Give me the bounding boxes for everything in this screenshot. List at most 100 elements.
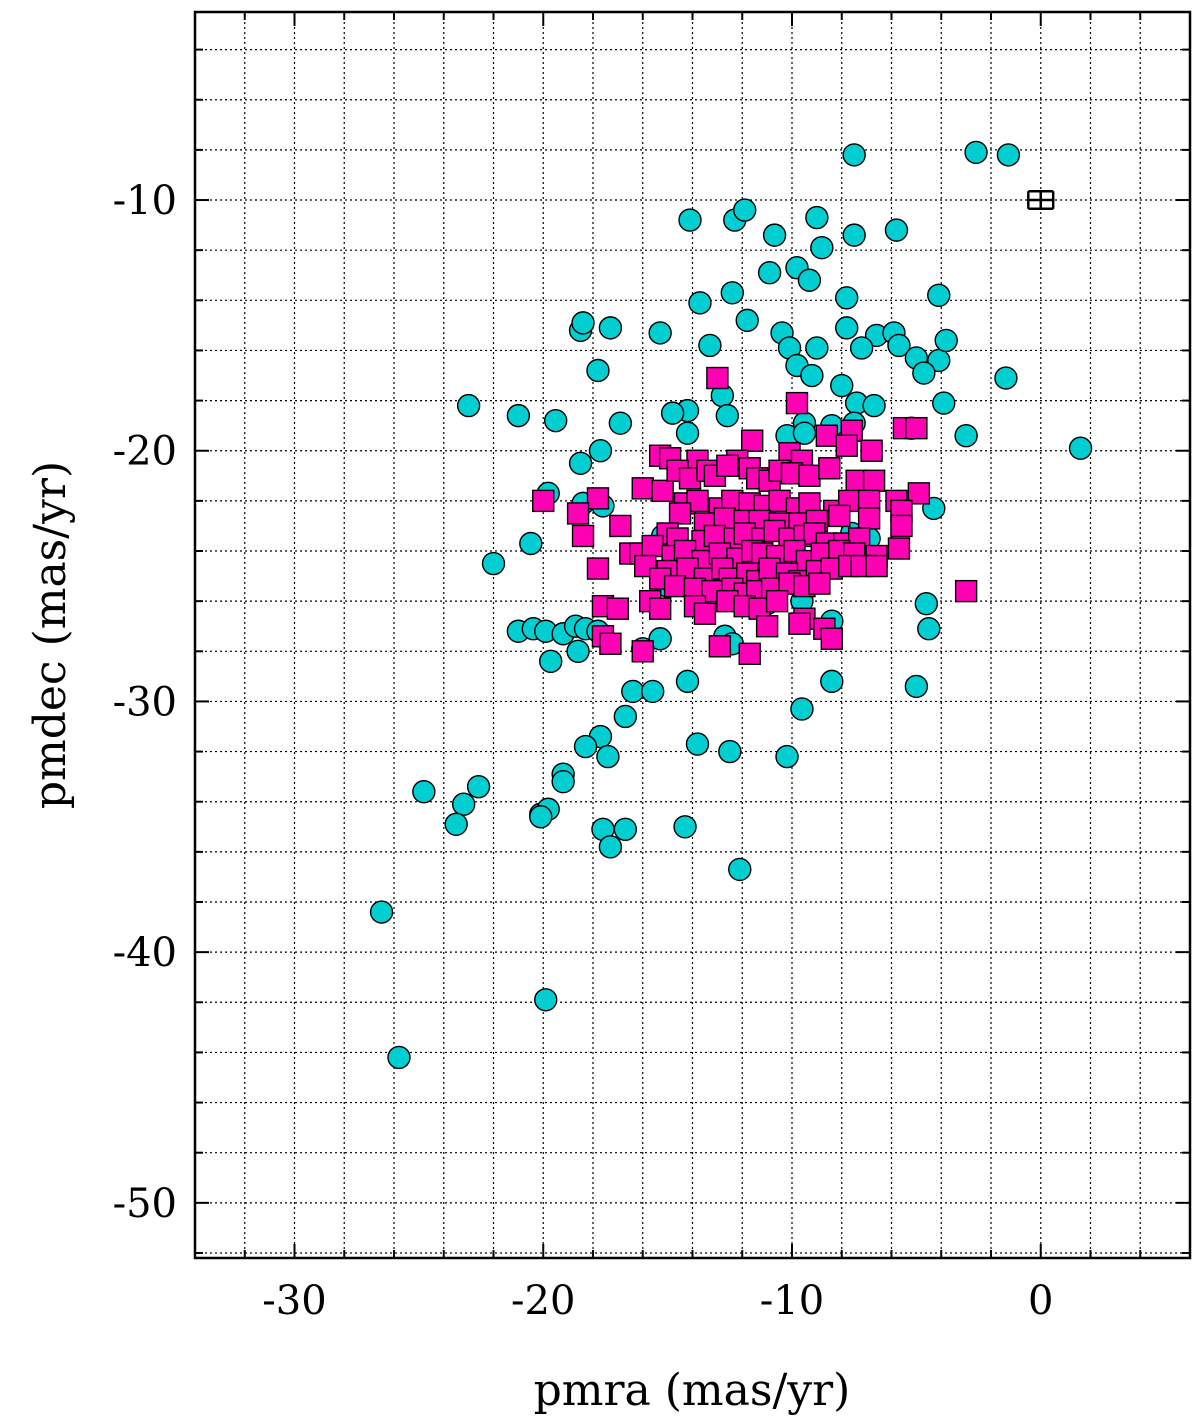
data-point-circle xyxy=(543,408,568,433)
data-point-circle xyxy=(996,143,1021,167)
data-point-circle xyxy=(934,328,958,353)
axis-ticks xyxy=(194,12,1191,1258)
y-axis-label: pmdec (mas/yr) xyxy=(25,461,76,809)
data-point-circle xyxy=(805,336,829,360)
data-point-circle xyxy=(917,617,941,641)
data-point-square xyxy=(641,534,664,558)
data-point-square xyxy=(808,572,831,595)
data-point-square xyxy=(693,602,717,625)
data-point-circle xyxy=(369,900,394,924)
data-point-square xyxy=(785,391,809,415)
data-point-circle xyxy=(884,218,909,242)
data-point-circle xyxy=(675,669,700,694)
data-point-circle xyxy=(733,198,757,222)
data-point-circle xyxy=(588,439,613,463)
grid xyxy=(194,12,1191,1258)
data-point-square xyxy=(706,366,729,390)
data-point-circle xyxy=(775,744,799,769)
data-point-circle xyxy=(387,1045,411,1070)
y-tick-label: -40 xyxy=(113,930,177,976)
data-point-square xyxy=(668,502,692,525)
data-point-square xyxy=(586,557,610,580)
data-point-circle xyxy=(914,591,939,616)
data-point-circle xyxy=(621,679,645,704)
data-point-circle xyxy=(887,333,911,358)
data-point-square xyxy=(741,429,764,452)
data-point-circle xyxy=(927,348,951,373)
data-point-circle xyxy=(842,223,866,247)
data-point-circle xyxy=(932,391,956,415)
data-point-square xyxy=(798,464,821,488)
data-point-circle xyxy=(641,679,665,704)
data-point-circle xyxy=(904,674,929,699)
data-point-square xyxy=(609,514,632,538)
data-point-square xyxy=(820,627,843,650)
plot-frame xyxy=(193,10,1192,1260)
x-tick-label: -10 xyxy=(760,1278,824,1324)
data-point-circle xyxy=(568,451,593,475)
data-point-square xyxy=(907,482,931,505)
data-point-square xyxy=(716,454,739,477)
data-point-circle xyxy=(805,205,829,230)
data-point-circle xyxy=(613,817,638,841)
data-point-circle xyxy=(698,333,722,358)
data-point-circle xyxy=(539,649,563,674)
data-point-circle xyxy=(466,774,491,799)
data-point-circle xyxy=(648,321,672,345)
data-point-circle xyxy=(1068,436,1093,460)
data-point-circle xyxy=(586,358,610,383)
data-point-circle xyxy=(598,835,623,859)
data-point-square xyxy=(631,640,654,663)
data-point-circle xyxy=(835,286,859,310)
data-point-square xyxy=(738,642,761,666)
data-point-circle xyxy=(481,551,506,576)
data-point-square xyxy=(954,579,978,603)
data-point-circle xyxy=(456,393,481,418)
data-point-circle xyxy=(912,361,936,385)
data-point-circle xyxy=(660,401,685,425)
data-point-circle xyxy=(598,316,623,340)
data-point-square xyxy=(828,504,851,528)
data-point-circle xyxy=(954,423,978,448)
data-point-square xyxy=(865,554,888,578)
data-point-circle xyxy=(685,732,710,756)
y-tick-label: -30 xyxy=(113,679,177,725)
y-tick-label: -10 xyxy=(113,178,177,224)
data-point-square xyxy=(571,524,595,548)
data-point-circle xyxy=(534,988,558,1012)
data-point-circle xyxy=(797,268,822,292)
data-point-circle xyxy=(718,739,742,764)
data-point-circle xyxy=(762,223,787,247)
data-point-circle xyxy=(571,311,595,335)
tick-labels: -30 -20 -10 0 -50 -40 -30 -20 -10 xyxy=(113,178,1054,1324)
data-point-circle xyxy=(412,779,436,804)
data-point-circle xyxy=(715,403,740,428)
data-point-square xyxy=(818,457,841,480)
data-point-square xyxy=(648,597,672,620)
x-tick-label: 0 xyxy=(1028,1278,1053,1324)
data-point-circle xyxy=(820,669,844,694)
data-point-circle xyxy=(735,308,759,333)
data-point-circle xyxy=(613,704,638,729)
data-point-circle xyxy=(800,363,824,388)
data-point-circle xyxy=(927,283,951,307)
data-point-square xyxy=(835,434,858,457)
data-point-circle xyxy=(675,421,700,445)
data-point-circle xyxy=(964,140,988,165)
data-point-square xyxy=(755,615,779,638)
data-point-square xyxy=(532,489,555,513)
data-points xyxy=(369,140,1093,1070)
data-point-circle xyxy=(596,744,620,769)
y-tick-label: -50 xyxy=(113,1181,177,1227)
data-point-circle xyxy=(757,261,782,285)
data-point-circle xyxy=(790,697,814,721)
data-point-circle xyxy=(608,411,633,435)
data-point-circle xyxy=(678,208,702,232)
data-point-circle xyxy=(994,366,1018,390)
data-point-square xyxy=(586,487,610,510)
x-axis-label: pmra (mas/yr) xyxy=(534,1365,851,1416)
data-point-square xyxy=(860,439,883,462)
data-point-square xyxy=(566,502,590,525)
data-point-circle xyxy=(688,291,712,315)
